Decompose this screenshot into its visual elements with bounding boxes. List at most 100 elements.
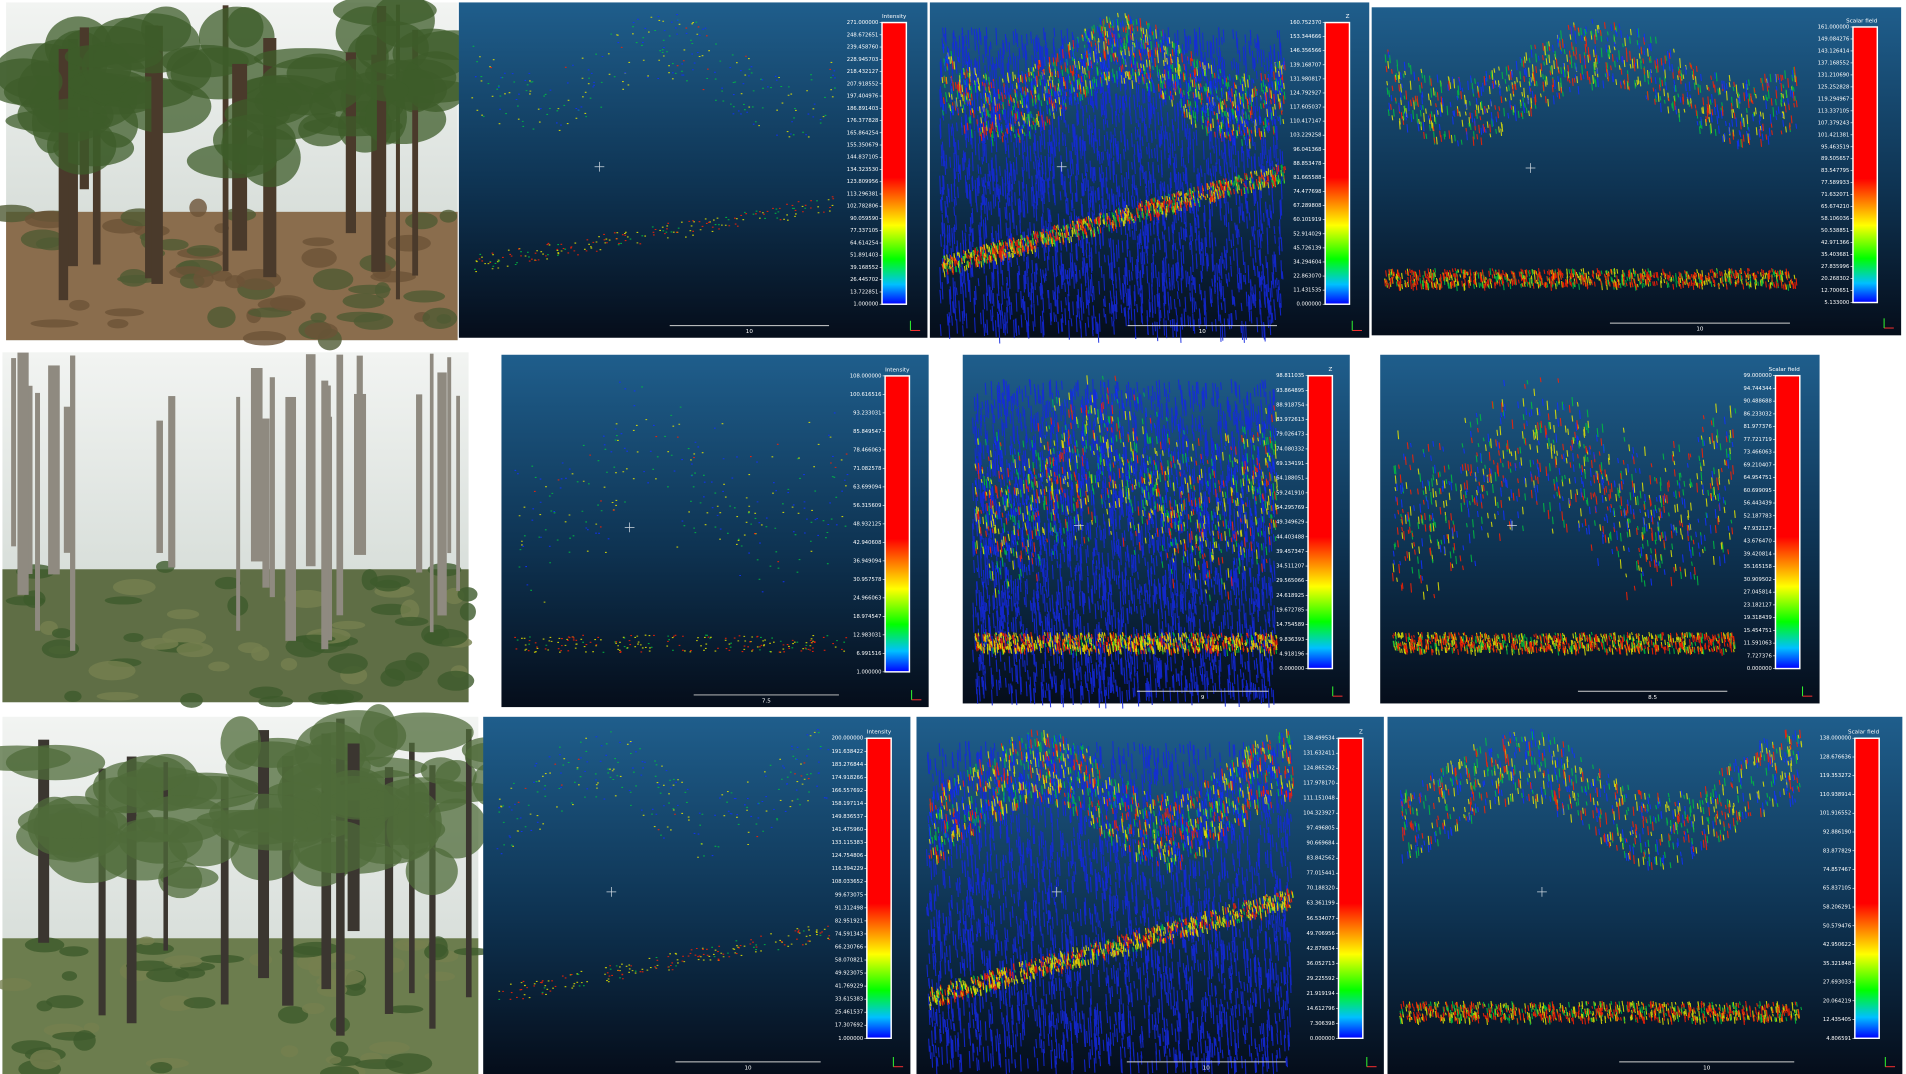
color-scale-label: 36.052713 <box>1307 961 1335 967</box>
photo-undergrowth <box>388 235 431 252</box>
photo-trunk <box>156 421 163 553</box>
color-scale-label: 20.268302 <box>1821 276 1849 282</box>
photo-undergrowth <box>211 271 232 282</box>
color-scale-label: 119.353272 <box>1820 773 1852 779</box>
color-scale-label: 34.294604 <box>1293 259 1322 265</box>
color-scale-label: 39.420814 <box>1744 551 1773 557</box>
color-scale-label: 20.064219 <box>1823 998 1851 1004</box>
photo-undergrowth <box>123 633 143 642</box>
color-scale-label: 19.318439 <box>1744 615 1772 621</box>
photo-undergrowth <box>164 955 203 967</box>
color-scale-label: 160.752370 <box>1290 20 1322 26</box>
site-photo <box>0 0 496 350</box>
photo-canopy <box>47 117 116 175</box>
photo-undergrowth <box>437 314 452 324</box>
color-scale-label: 78.466063 <box>853 447 881 453</box>
scale-bar-label: 10 <box>1703 1065 1711 1071</box>
photo-trunk <box>35 393 40 631</box>
color-scale-label: 104.323927 <box>1303 811 1335 817</box>
color-scale-label: 141.475960 <box>832 827 864 833</box>
color-scale-label: 30.957578 <box>853 577 881 583</box>
photo-trunk <box>447 357 451 553</box>
color-scale-label: 49.706956 <box>1307 931 1335 937</box>
color-scale-label: 95.463519 <box>1821 144 1849 150</box>
photo-undergrowth <box>331 1041 349 1056</box>
color-scale-label: 35.403681 <box>1821 252 1849 258</box>
photo-canopy <box>169 819 240 867</box>
photo-undergrowth <box>322 690 363 704</box>
photo-undergrowth <box>243 331 286 346</box>
photo-undergrowth <box>184 997 216 1008</box>
photo-canopy <box>365 80 409 102</box>
color-scale-label: 9.836393 <box>1279 637 1304 643</box>
color-scale-label: 123.809956 <box>847 179 879 185</box>
figure: Intensity271.000000248.672651239.4587602… <box>0 0 1906 1074</box>
color-scale-label: 48.932125 <box>853 521 881 527</box>
photo-trunk <box>285 397 296 641</box>
photo-undergrowth <box>141 638 178 650</box>
color-scale-label: 89.505657 <box>1821 156 1849 162</box>
color-scale-bar <box>1325 23 1349 305</box>
photo-undergrowth <box>370 575 410 588</box>
color-scale-label: 90.669684 <box>1307 841 1336 847</box>
color-scale-label: 131.632411 <box>1303 751 1335 757</box>
scale-bar-label: 9 <box>1201 695 1205 701</box>
photo-undergrowth <box>107 319 128 328</box>
color-scale-label: 119.294967 <box>1818 96 1850 102</box>
photo-undergrowth <box>97 692 139 701</box>
color-scale-label: 0.000000 <box>1310 1036 1335 1042</box>
color-scale-label: 97.496805 <box>1307 826 1335 832</box>
color-scale-label: 56.534077 <box>1307 916 1335 922</box>
color-scale-label: 7.727376 <box>1747 653 1772 659</box>
photo-trunk <box>306 354 316 566</box>
color-scale-label: 197.404976 <box>847 94 879 100</box>
photo-canopy <box>65 45 120 68</box>
color-scale-label: 51.891403 <box>850 253 878 259</box>
photo-undergrowth <box>30 319 78 327</box>
color-scale-label: 83.547795 <box>1821 168 1849 174</box>
color-scale-label: 131.210690 <box>1818 72 1850 78</box>
color-scale-title: Z <box>1329 367 1333 373</box>
color-scale-label: 113.337105 <box>1818 108 1850 114</box>
photo-undergrowth <box>380 669 405 687</box>
color-scale-label: 124.865292 <box>1303 766 1335 772</box>
color-scale-label: 60.101919 <box>1293 217 1321 223</box>
color-scale-label: 228.945703 <box>847 57 879 63</box>
photo-undergrowth <box>193 269 213 288</box>
color-scale-bar <box>885 376 909 672</box>
photo-canopy <box>117 755 186 792</box>
color-scale-label: 59.241910 <box>1276 490 1304 496</box>
color-scale-label: 63.699094 <box>853 484 882 490</box>
color-scale-label: 110.938914 <box>1820 792 1852 798</box>
color-scale-label: 124.792927 <box>1290 90 1322 96</box>
color-scale-label: 4.806591 <box>1826 1036 1851 1042</box>
site-photo <box>0 704 517 1074</box>
color-scale-label: 88.853478 <box>1293 161 1321 167</box>
color-scale-label: 0.000000 <box>1297 302 1322 308</box>
color-scale-label: 54.295769 <box>1276 505 1304 511</box>
color-scale-label: 34.511207 <box>1276 564 1304 570</box>
color-scale-label: 7.306398 <box>1310 1021 1335 1027</box>
photo-canopy <box>220 716 261 770</box>
photo-canopy <box>327 789 399 818</box>
color-scale-label: 47.932127 <box>1744 526 1772 532</box>
color-scale-label: 29.565066 <box>1276 578 1304 584</box>
photo-undergrowth <box>46 995 84 1008</box>
photo-undergrowth <box>437 671 474 691</box>
color-scale-label: 63.361199 <box>1307 901 1335 907</box>
color-scale-label: 128.676636 <box>1820 754 1852 760</box>
color-scale-label: 96.041368 <box>1293 147 1321 153</box>
photo-undergrowth <box>105 596 142 604</box>
photo-canopy <box>221 120 264 174</box>
color-scale-label: 39.168552 <box>850 265 878 271</box>
color-scale-label: 42.950622 <box>1823 942 1851 948</box>
color-scale-label: 174.918266 <box>832 775 864 781</box>
color-scale-title: Intensity <box>885 367 910 373</box>
color-scale-title: Z <box>1346 14 1350 20</box>
color-scale-label: 81.977376 <box>1744 424 1772 430</box>
color-scale-title: Z <box>1359 730 1363 736</box>
color-scale-label: 100.616516 <box>850 392 882 398</box>
color-scale-label: 139.168707 <box>1290 62 1322 68</box>
color-scale-label: 149.836537 <box>832 814 864 820</box>
scale-bar-label: 10 <box>746 329 754 335</box>
